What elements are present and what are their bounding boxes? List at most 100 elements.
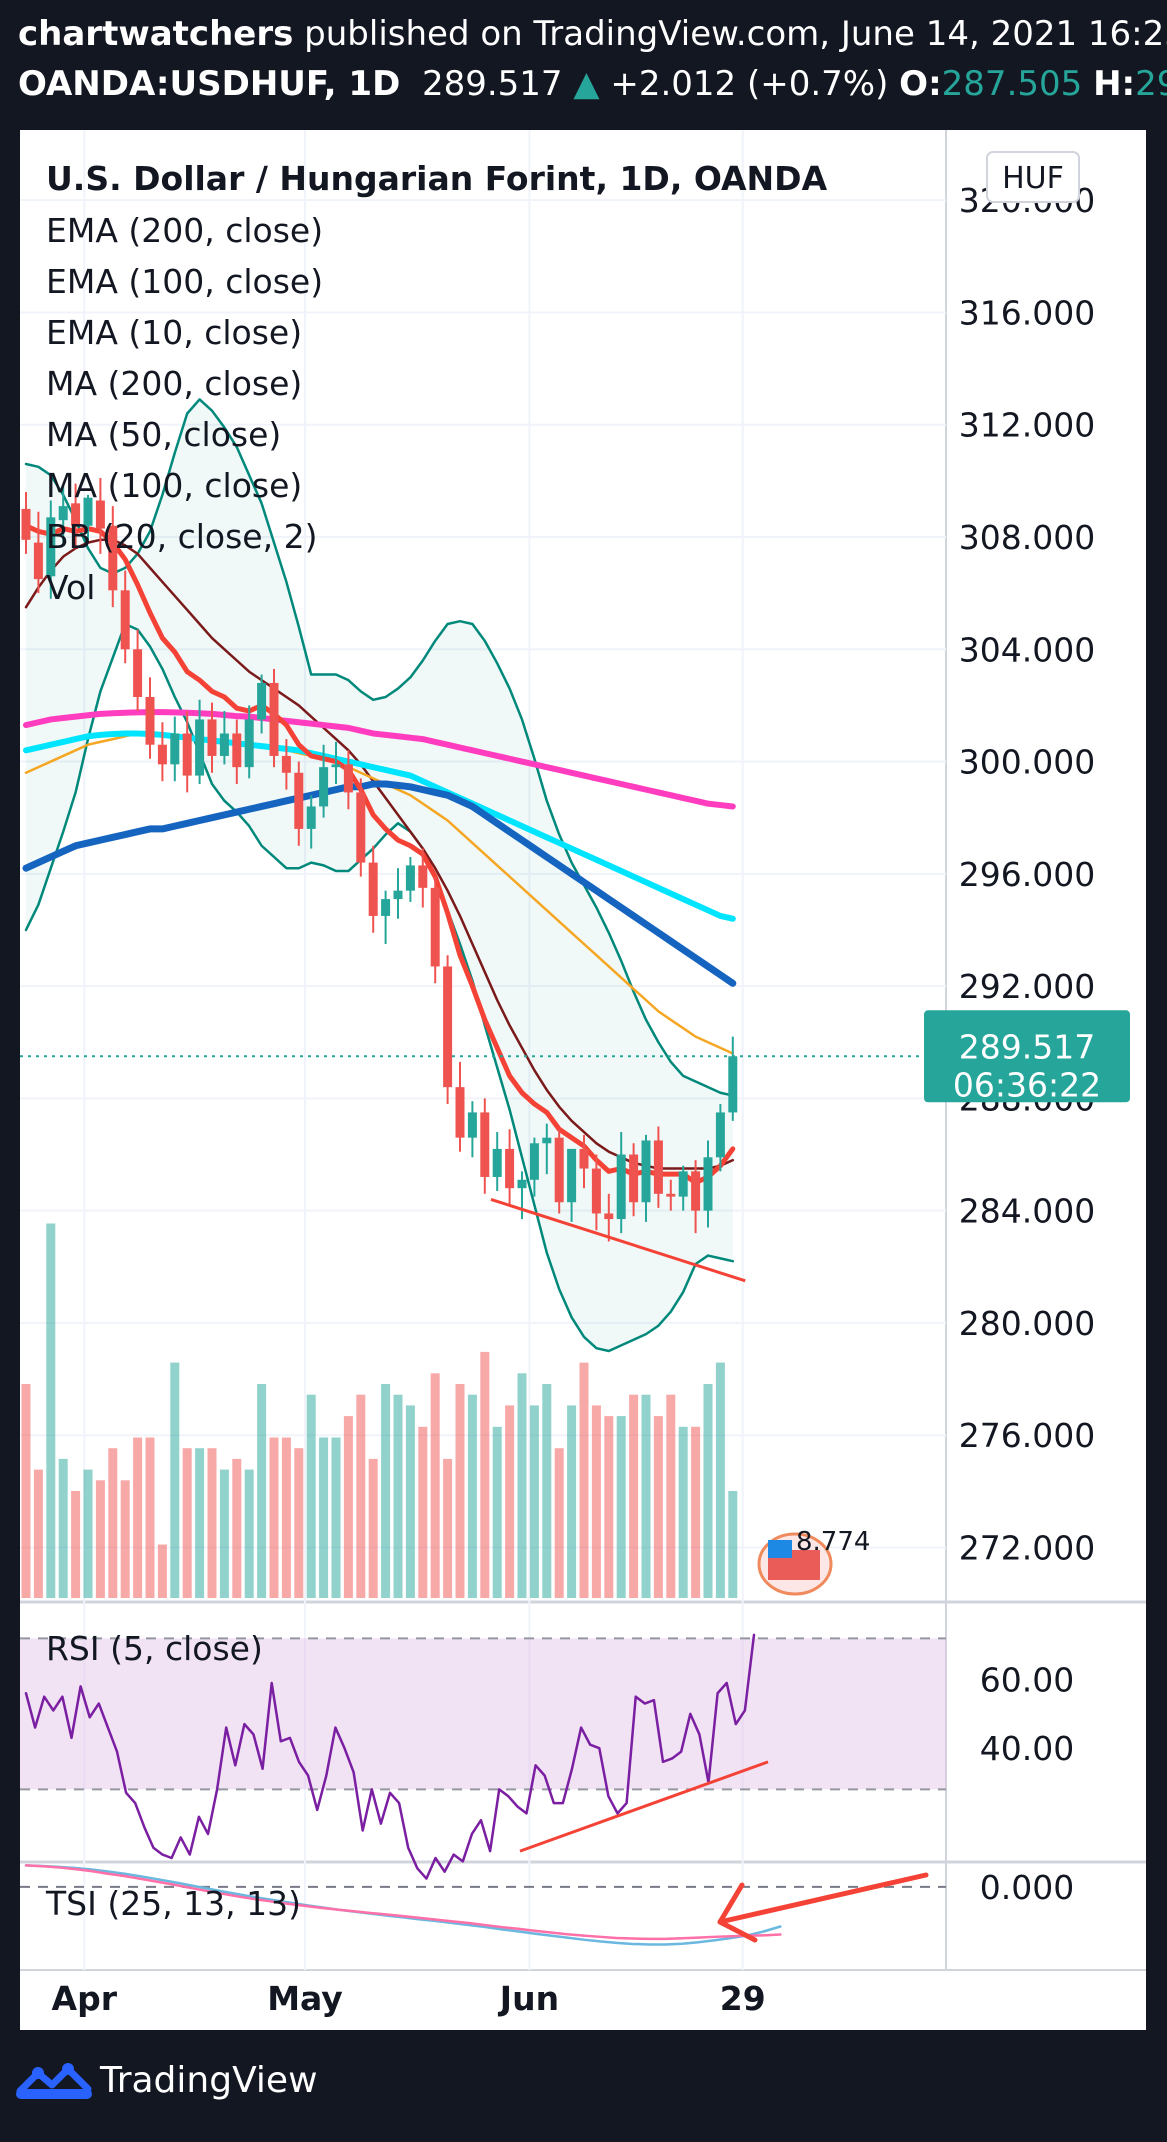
rsi-line	[24, 1633, 756, 1880]
price-tick-label: 280.000	[959, 1304, 1095, 1343]
candle-body	[455, 1087, 465, 1138]
volume-bar	[83, 1469, 93, 1598]
legend-item: MA (50, close)	[46, 415, 281, 454]
volume-bar	[505, 1405, 515, 1598]
legend: EMA (200, close) EMA (100, close) EMA (10,…	[46, 211, 323, 607]
candle-body	[430, 887, 440, 967]
volume-bar	[319, 1437, 329, 1598]
candle-body	[480, 1112, 490, 1177]
chart-svg[interactable]: 320.000316.000312.000308.000304.000300.0…	[20, 130, 1146, 2030]
volume-bar	[467, 1394, 477, 1598]
volume-bar	[356, 1394, 366, 1598]
candle-body	[418, 865, 428, 888]
ema100-line	[23, 730, 736, 922]
candle-body	[393, 890, 403, 900]
volume-bar	[120, 1480, 130, 1598]
legend-item: BB (20, close, 2)	[46, 517, 317, 556]
rsi-tick-label: 40.00	[980, 1729, 1074, 1768]
candle-body	[306, 806, 316, 829]
volume-bar	[182, 1448, 192, 1598]
volume-bar	[294, 1448, 304, 1598]
legend-title: U.S. Dollar / Hungarian Forint, 1D, OAND…	[46, 159, 828, 198]
candle-body	[381, 899, 391, 916]
candle-body	[145, 696, 155, 745]
volume-bar	[517, 1373, 527, 1598]
legend-item: MA (200, close)	[46, 364, 302, 403]
indicator-lines	[20, 398, 946, 1353]
volume-bar	[443, 1458, 453, 1598]
candle-body	[629, 1154, 639, 1203]
volume-bar	[331, 1437, 341, 1598]
candle-body	[517, 1179, 527, 1189]
candle-body	[443, 966, 453, 1088]
volume-bar	[381, 1384, 391, 1598]
volume-bar	[405, 1405, 415, 1598]
candle-body	[653, 1140, 663, 1194]
volume-badge-value: 8.774	[796, 1527, 870, 1557]
tsi-line	[24, 1864, 782, 1941]
currency-badge[interactable]: HUF	[986, 151, 1080, 203]
candle-body	[604, 1213, 614, 1220]
bar-countdown: 06:36:22	[953, 1065, 1101, 1104]
candle-body	[219, 733, 229, 756]
candle-body	[343, 764, 353, 793]
price-tick-label: 300.000	[959, 743, 1095, 782]
volume-bar	[554, 1448, 564, 1598]
volume-bar	[157, 1544, 167, 1598]
price-tick-label: 292.000	[959, 967, 1095, 1006]
currency-badge-label: HUF	[1002, 161, 1064, 196]
volume-bar	[629, 1394, 639, 1598]
candle-body	[46, 517, 56, 577]
candle-body	[405, 865, 415, 891]
price-tick-label: 284.000	[959, 1192, 1095, 1231]
candles	[21, 478, 738, 1242]
volume-bars	[21, 1223, 738, 1598]
candle-body	[691, 1171, 701, 1211]
tradingview-brand[interactable]: TradingView	[16, 2060, 318, 2101]
chart-panel[interactable]: 320.000316.000312.000308.000304.000300.0…	[20, 130, 1146, 2030]
volume-bar	[306, 1394, 316, 1598]
volume-bar	[393, 1394, 403, 1598]
candle-body	[294, 772, 304, 829]
legend-item: EMA (200, close)	[46, 211, 323, 250]
candle-body	[331, 764, 341, 768]
price-change: +2.012 (+0.7%)	[610, 64, 889, 104]
price-tick-label: 304.000	[959, 630, 1095, 669]
candle-body	[71, 503, 81, 526]
volume-bar	[703, 1384, 713, 1598]
price-tick-label: 316.000	[959, 293, 1095, 332]
volume-bar	[133, 1437, 143, 1598]
tradingview-logo-icon	[16, 2062, 92, 2099]
candle-body	[95, 500, 105, 529]
price-tick-label: 296.000	[959, 855, 1095, 894]
candle-body	[58, 506, 68, 521]
candle-body	[120, 590, 130, 650]
volume-bar	[145, 1437, 155, 1598]
candle-body	[133, 649, 143, 697]
candle-body	[641, 1140, 651, 1203]
volume-bar	[257, 1384, 267, 1598]
rsi-band	[20, 1638, 946, 1790]
up-arrow-icon: ▲	[573, 64, 600, 104]
volume-bar	[715, 1362, 725, 1598]
tsi-tick-label: 0.000	[980, 1868, 1074, 1907]
candle-body	[244, 719, 254, 768]
volume-bar	[567, 1405, 577, 1598]
volume-bar	[343, 1416, 353, 1598]
candle-body	[703, 1157, 713, 1211]
high-label: H:	[1093, 64, 1136, 104]
time-axis[interactable]: Apr May Jun 29	[52, 1979, 766, 2018]
ema200-line	[23, 709, 736, 810]
bb-upper-line	[24, 398, 735, 1097]
open-value: 287.505	[941, 64, 1083, 104]
author-name[interactable]: chartwatchers	[18, 14, 294, 54]
volume-bar	[591, 1405, 601, 1598]
candle-body	[591, 1168, 601, 1214]
price-tick-label: 312.000	[959, 406, 1095, 445]
open-label: O:	[899, 64, 942, 104]
ema10-line	[23, 523, 736, 1186]
candle-body	[666, 1193, 676, 1197]
price-tick-label: 308.000	[959, 518, 1095, 557]
candle-body	[554, 1137, 564, 1203]
candle-body	[195, 719, 205, 776]
